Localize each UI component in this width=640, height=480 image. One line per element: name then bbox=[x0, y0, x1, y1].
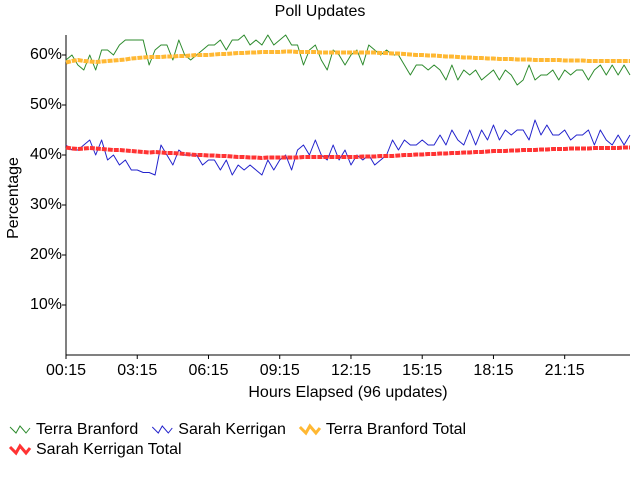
legend-label: Sarah Kerrigan Total bbox=[36, 441, 182, 458]
y-tick-label: 30% bbox=[30, 196, 62, 213]
legend-swatch bbox=[151, 425, 173, 434]
y-tick-label: 10% bbox=[30, 296, 62, 313]
x-tick-label: 03:15 bbox=[117, 362, 157, 379]
legend-label: Sarah Kerrigan bbox=[178, 421, 286, 438]
legend-label: Terra Branford bbox=[36, 421, 138, 438]
series-line bbox=[65, 145, 630, 160]
x-tick-label: 15:15 bbox=[402, 362, 442, 379]
x-tick-label: 21:15 bbox=[545, 362, 585, 379]
legend-swatch bbox=[8, 443, 32, 456]
y-tick-label: 50% bbox=[30, 96, 62, 113]
y-tick-label: 60% bbox=[30, 46, 62, 63]
y-axis-label: Percentage bbox=[5, 157, 22, 239]
chart-title: Poll Updates bbox=[275, 3, 366, 20]
series-line bbox=[65, 49, 630, 65]
x-tick-label: 06:15 bbox=[188, 362, 228, 379]
x-tick-label: 18:15 bbox=[473, 362, 513, 379]
legend-label: Terra Branford Total bbox=[326, 421, 466, 438]
series-line bbox=[65, 34, 631, 86]
x-tick-label: 09:15 bbox=[260, 362, 300, 379]
y-tick-label: 20% bbox=[30, 246, 62, 263]
x-tick-label: 00:15 bbox=[46, 362, 86, 379]
x-axis-label: Hours Elapsed (96 updates) bbox=[248, 384, 447, 401]
y-tick-label: 40% bbox=[30, 146, 62, 163]
legend-swatch bbox=[298, 423, 322, 436]
legend-swatch bbox=[9, 425, 31, 434]
x-tick-label: 12:15 bbox=[331, 362, 371, 379]
